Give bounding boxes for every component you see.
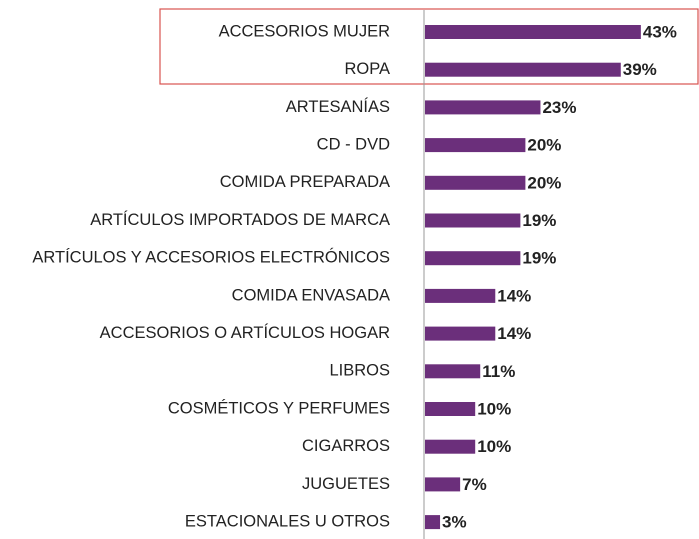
category-label: COMIDA ENVASADA <box>232 286 390 304</box>
value-label: 14% <box>497 286 531 305</box>
value-label: 10% <box>477 437 511 456</box>
value-label: 7% <box>462 475 487 494</box>
bar <box>425 402 476 416</box>
bar <box>425 364 481 379</box>
value-label: 39% <box>623 60 657 79</box>
bar <box>425 175 526 190</box>
category-label: LIBROS <box>329 362 390 380</box>
category-label: COSMÉTICOS Y PERFUMES <box>168 398 390 417</box>
value-label: 3% <box>442 513 467 532</box>
bar <box>425 288 496 303</box>
category-label: JUGUETES <box>302 475 390 493</box>
value-label: 14% <box>497 324 531 343</box>
category-label: ARTÍCULOS IMPORTADOS DE MARCA <box>90 210 390 229</box>
value-label: 43% <box>643 22 677 41</box>
value-label: 11% <box>482 362 515 381</box>
bar <box>425 62 621 77</box>
value-label: 19% <box>522 249 556 268</box>
bar <box>425 515 441 530</box>
bar <box>425 439 476 454</box>
category-label: ACCESORIOS MUJER <box>219 22 391 40</box>
value-label: 20% <box>527 173 561 192</box>
bar <box>425 477 461 492</box>
value-label: 10% <box>477 399 511 418</box>
bar <box>425 251 521 266</box>
category-label: ARTESANÍAS <box>286 97 390 116</box>
bar <box>425 100 541 115</box>
category-label: ROPA <box>344 60 390 78</box>
value-label: 19% <box>522 211 556 230</box>
category-label: COMIDA PREPARADA <box>220 173 390 191</box>
category-label: CIGARROS <box>302 437 390 455</box>
bar <box>425 25 641 39</box>
bar <box>425 138 526 153</box>
category-label: ESTACIONALES U OTROS <box>185 512 390 530</box>
value-label: 23% <box>542 98 576 117</box>
highlight-box <box>159 8 699 85</box>
value-label: 20% <box>527 136 561 155</box>
category-label: ARTÍCULOS Y ACCESORIOS ELECTRÓNICOS <box>32 248 390 267</box>
category-label: ACCESORIOS O ARTÍCULOS HOGAR <box>100 323 390 342</box>
category-label: CD - DVD <box>317 135 390 153</box>
bar <box>425 326 496 341</box>
bar <box>425 213 521 228</box>
